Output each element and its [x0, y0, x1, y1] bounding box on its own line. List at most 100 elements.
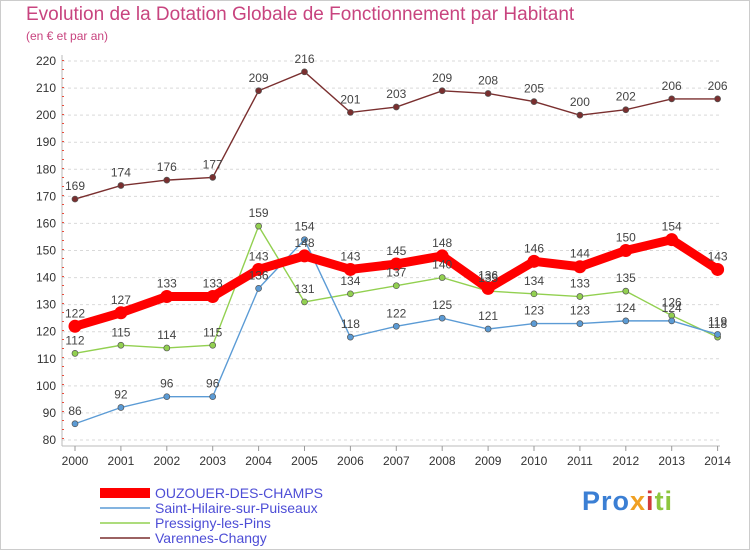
data-label: 208 [478, 73, 498, 87]
data-point [392, 322, 400, 330]
data-label: 203 [386, 87, 406, 101]
data-label: 124 [662, 301, 682, 315]
data-label: 174 [111, 166, 131, 180]
data-point [573, 260, 587, 274]
y-tick-label: 220 [36, 54, 56, 68]
data-label: 115 [111, 325, 130, 339]
data-label: 136 [478, 268, 498, 282]
data-point [163, 393, 171, 401]
y-tick-label: 90 [43, 406, 57, 420]
data-point [622, 317, 630, 325]
data-label: 136 [249, 268, 269, 282]
data-point [209, 393, 217, 401]
data-point [117, 341, 125, 349]
data-point [163, 344, 171, 352]
data-label: 150 [616, 231, 636, 245]
grid [62, 60, 720, 441]
y-tick-label: 110 [37, 352, 56, 366]
logo-part-2: x [630, 486, 647, 516]
data-point [711, 262, 725, 276]
data-point [117, 404, 125, 411]
data-label: 148 [294, 236, 314, 250]
data-label: 96 [206, 377, 220, 391]
data-point [343, 262, 357, 276]
data-point [255, 87, 262, 95]
data-label: 131 [294, 282, 314, 296]
data-label: 134 [524, 274, 544, 288]
legend-label: Pressigny-les-Pins [155, 515, 271, 531]
y-tick-label: 80 [43, 433, 57, 447]
data-point [347, 333, 354, 341]
data-label: 205 [524, 82, 544, 96]
data-label: 122 [386, 306, 406, 320]
data-point [255, 285, 262, 292]
x-tick-label: 2003 [199, 454, 226, 468]
data-label: 123 [524, 304, 544, 318]
data-point [347, 290, 354, 298]
data-label: 133 [157, 277, 177, 291]
data-label: 200 [570, 95, 590, 109]
data-label: 118 [341, 317, 360, 331]
y-tick-label: 200 [36, 108, 56, 122]
data-point [527, 254, 541, 268]
data-point [530, 290, 538, 298]
data-label: 143 [708, 249, 728, 263]
data-point [668, 95, 676, 103]
data-label: 146 [524, 241, 544, 255]
value-labels: 169 174 176 177 209 216 201 203 209 208 205 200 202 2… [65, 52, 728, 418]
data-point [255, 222, 262, 230]
data-point [160, 290, 174, 304]
x-tick-label: 2012 [612, 454, 639, 468]
data-label: 154 [294, 220, 314, 234]
data-point [252, 262, 266, 276]
data-label: 202 [616, 90, 636, 104]
legend: OUZOUER-DES-CHAMPSSaint-Hilaire-sur-Puis… [100, 485, 323, 546]
legend-label: Varennes-Changy [155, 530, 267, 546]
data-point [668, 317, 676, 325]
data-point [481, 281, 495, 295]
data-label: 123 [570, 304, 590, 318]
logo-part-1: Pro [582, 486, 631, 516]
x-tick-label: 2007 [383, 454, 410, 468]
y-tick-label: 130 [36, 298, 56, 312]
data-label: 133 [203, 277, 223, 291]
data-label: 121 [478, 309, 498, 323]
data-label: 145 [386, 244, 406, 258]
data-label: 118 [708, 317, 727, 331]
data-label: 159 [249, 206, 269, 220]
data-label: 201 [340, 92, 360, 106]
data-point [576, 320, 584, 327]
data-label: 122 [65, 306, 85, 320]
data-point [68, 319, 82, 333]
chart-subtitle: (en € et par an) [26, 29, 109, 43]
data-point [71, 420, 79, 428]
data-label: 135 [616, 271, 636, 285]
data-point [206, 290, 220, 304]
data-point [117, 182, 125, 189]
data-label: 112 [65, 333, 84, 347]
data-point [714, 95, 721, 103]
x-tick-label: 2013 [658, 454, 685, 468]
y-tick-label: 100 [36, 379, 56, 393]
data-point [163, 176, 171, 184]
data-point [209, 174, 217, 181]
data-label: 134 [340, 274, 360, 288]
data-point [438, 314, 446, 322]
x-tick-label: 2004 [245, 454, 272, 468]
data-label: 119 [708, 314, 727, 328]
data-label: 209 [249, 71, 269, 85]
x-tick-label: 2002 [153, 454, 180, 468]
x-tick-label: 2005 [291, 454, 318, 468]
data-label: 133 [570, 277, 590, 291]
x-tick-label: 2006 [337, 454, 364, 468]
data-label: 126 [662, 295, 682, 309]
data-label: 114 [157, 328, 176, 342]
data-label: 86 [68, 404, 82, 418]
data-point [71, 350, 79, 357]
data-point [209, 341, 217, 349]
logo-part-3: i [646, 486, 655, 516]
data-label: 143 [340, 249, 360, 263]
data-label: 148 [432, 236, 452, 250]
